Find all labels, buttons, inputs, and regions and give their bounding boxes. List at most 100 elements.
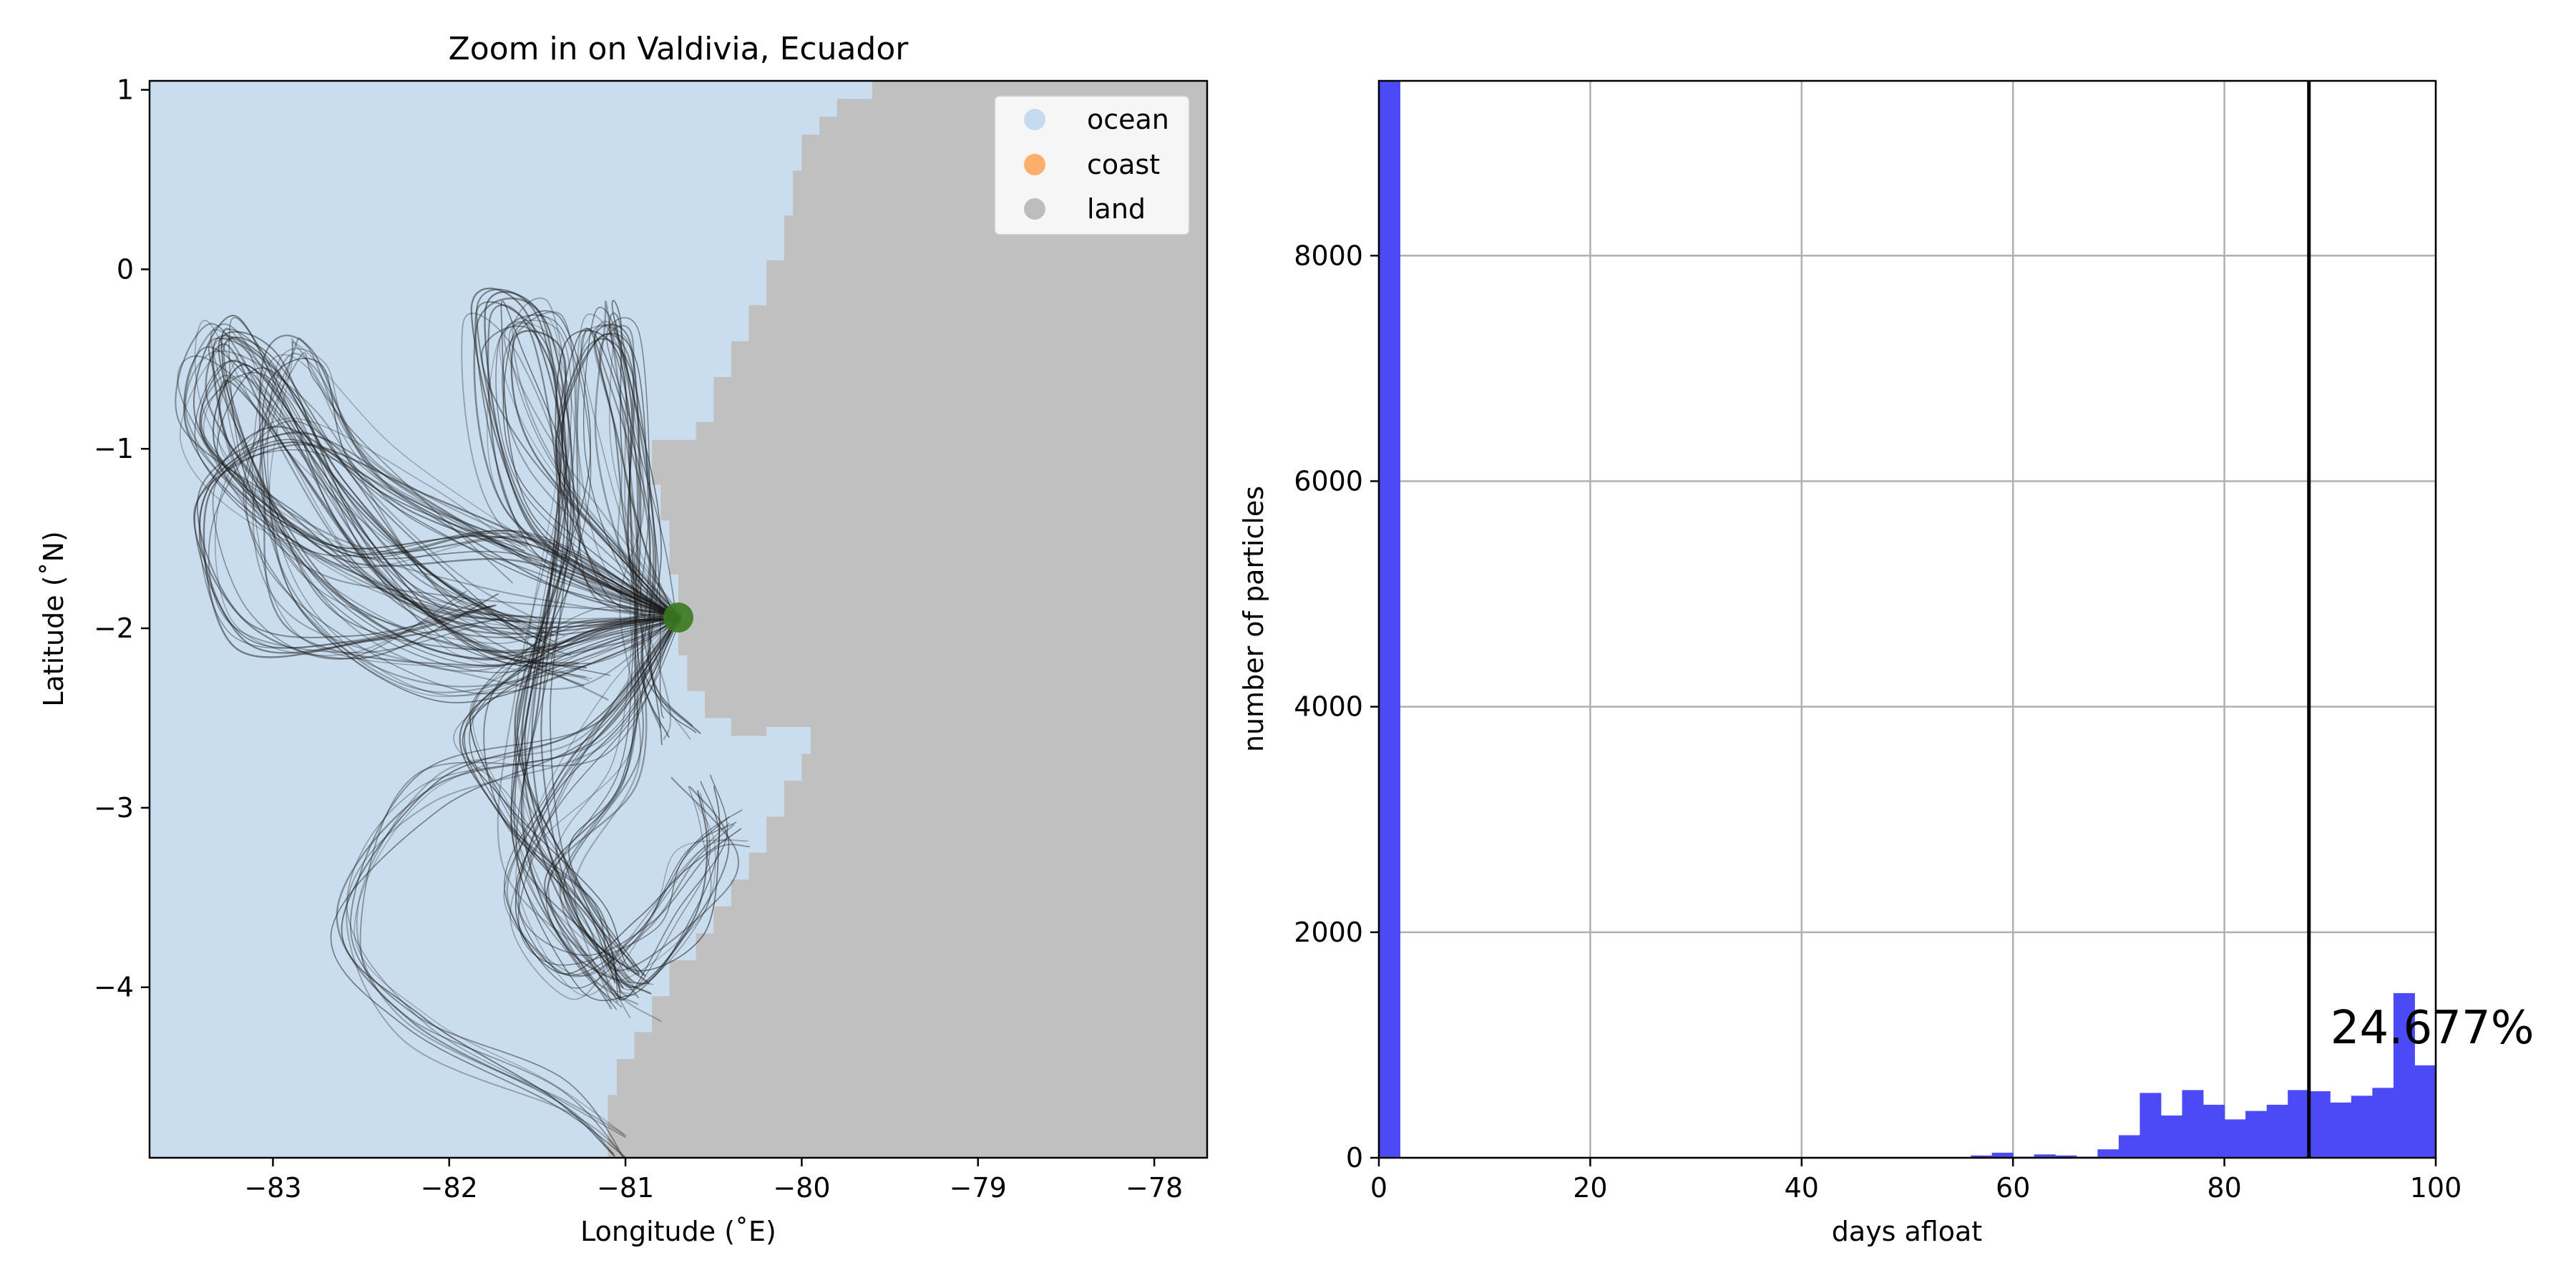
trajectory-line xyxy=(469,615,728,1001)
trajectory-line xyxy=(203,441,680,658)
trajectory-line xyxy=(194,320,677,649)
trajectory-line xyxy=(545,317,677,1010)
trajectory-line xyxy=(514,617,742,975)
map-y-tick-label: −4 xyxy=(94,972,134,1003)
histogram-bar xyxy=(2351,1096,2373,1158)
trajectory-line xyxy=(213,364,682,669)
histogram-bar xyxy=(2161,1115,2182,1158)
trajectory-line xyxy=(243,337,678,688)
histogram-x-tick-label: 40 xyxy=(1785,1172,1819,1204)
histogram-y-axis-label: number of particles xyxy=(1238,486,1269,752)
trajectory-line xyxy=(228,317,679,673)
trajectory-line xyxy=(453,618,712,990)
trajectory-line xyxy=(215,417,679,656)
histogram-y-tick-label: 4000 xyxy=(1294,691,1363,723)
trajectory-line xyxy=(487,323,678,970)
trajectory-line xyxy=(184,350,680,642)
histogram-x-tick-label: 100 xyxy=(2410,1172,2462,1204)
trajectory-line xyxy=(221,328,676,644)
histogram-bars xyxy=(1379,81,2436,1158)
trajectory-line xyxy=(484,291,679,989)
histogram-bar xyxy=(2097,1149,2119,1158)
legend-marker-ocean xyxy=(1024,109,1045,130)
trajectory-line xyxy=(495,314,677,1008)
histogram-y-tick-label: 6000 xyxy=(1294,465,1363,497)
map-x-tick-label: −81 xyxy=(597,1172,654,1204)
land-area xyxy=(608,81,1207,1158)
legend-marker-land xyxy=(1024,198,1045,220)
trajectory-line xyxy=(529,321,683,985)
map-y-tick-label: 0 xyxy=(117,253,134,285)
trajectory-line xyxy=(245,352,682,695)
trajectory-line xyxy=(547,301,679,1010)
trajectory-line xyxy=(359,614,679,1158)
trajectory-line xyxy=(481,325,676,1000)
map-y-tick-label: 1 xyxy=(117,74,134,106)
trajectory-line xyxy=(499,314,680,996)
histogram-bar xyxy=(1379,81,1400,1158)
trajectory-line xyxy=(573,321,679,1004)
release-point-marker xyxy=(663,602,693,633)
map-x-tick-label: −80 xyxy=(773,1172,830,1204)
map-frame xyxy=(148,79,1209,1159)
trajectory-line xyxy=(555,325,678,989)
histogram-x-tick-label: 20 xyxy=(1573,1172,1607,1204)
legend-label-ocean: ocean xyxy=(1087,104,1169,135)
histogram-frame xyxy=(1377,79,2437,1159)
trajectory-line xyxy=(350,616,678,1158)
trajectory-line xyxy=(487,304,678,984)
trajectory-line xyxy=(218,331,680,660)
trajectory-line xyxy=(473,297,679,985)
trajectory-line xyxy=(517,615,751,956)
trajectory-line xyxy=(576,328,680,728)
particle-trajectories xyxy=(175,288,751,1158)
trajectory-line xyxy=(561,323,679,741)
trajectory-line xyxy=(208,337,681,655)
percentage-annotation: 24.677% xyxy=(2331,1002,2534,1055)
trajectory-line xyxy=(177,355,675,637)
trajectory-line xyxy=(502,311,678,1005)
histogram-x-axis: 0 20 40 60 80 100 xyxy=(1370,1158,2462,1204)
histogram-bar xyxy=(2330,1102,2352,1158)
trajectory-line xyxy=(200,371,680,678)
trajectory-line xyxy=(183,346,680,624)
histogram-bar xyxy=(2118,1135,2140,1158)
trajectory-line xyxy=(470,288,681,975)
histogram-x-tick-label: 80 xyxy=(2207,1172,2241,1204)
map-x-tick-label: −83 xyxy=(244,1172,301,1204)
trajectory-line xyxy=(503,321,683,1023)
map-x-tick-label: −82 xyxy=(421,1172,478,1204)
trajectory-line xyxy=(353,618,680,1136)
map-y-axis-label: Latitude (˚N) xyxy=(38,531,69,707)
histogram-y-tick-label: 8000 xyxy=(1294,240,1363,271)
map-x-tick-label: −78 xyxy=(1126,1172,1183,1204)
map-legend: ocean coast land xyxy=(994,95,1190,235)
histogram-x-tick-label: 60 xyxy=(1996,1172,2030,1204)
histogram-bar xyxy=(2266,1104,2288,1158)
trajectory-line xyxy=(544,323,680,1000)
histogram-bar xyxy=(2245,1111,2268,1158)
trajectory-line xyxy=(469,618,711,1000)
trajectory-line xyxy=(517,619,730,966)
trajectory-line xyxy=(212,449,677,660)
trajectory-line xyxy=(346,617,677,1150)
trajectory-line xyxy=(509,615,748,1000)
histogram-bar xyxy=(2393,992,2415,1158)
trajectory-line xyxy=(268,341,678,698)
trajectory-line xyxy=(330,617,678,1158)
histogram-background xyxy=(1379,81,2436,1158)
trajectory-line xyxy=(515,618,728,996)
histogram-bar xyxy=(1991,1152,2014,1158)
trajectory-line xyxy=(192,315,679,633)
trajectory-line xyxy=(220,328,679,667)
legend-label-coast: coast xyxy=(1087,149,1160,180)
histogram-y-tick-label: 0 xyxy=(1346,1142,1363,1174)
histogram-bar xyxy=(2288,1090,2310,1158)
trajectory-line xyxy=(175,323,681,638)
trajectory-line xyxy=(497,297,680,1019)
map-x-axis-label: Longitude (˚E) xyxy=(580,1216,776,1247)
trajectory-line xyxy=(261,358,678,703)
histogram-y-tick-label: 2000 xyxy=(1294,917,1363,948)
histogram-bar xyxy=(2414,1065,2436,1158)
histogram-bar xyxy=(2140,1093,2162,1158)
